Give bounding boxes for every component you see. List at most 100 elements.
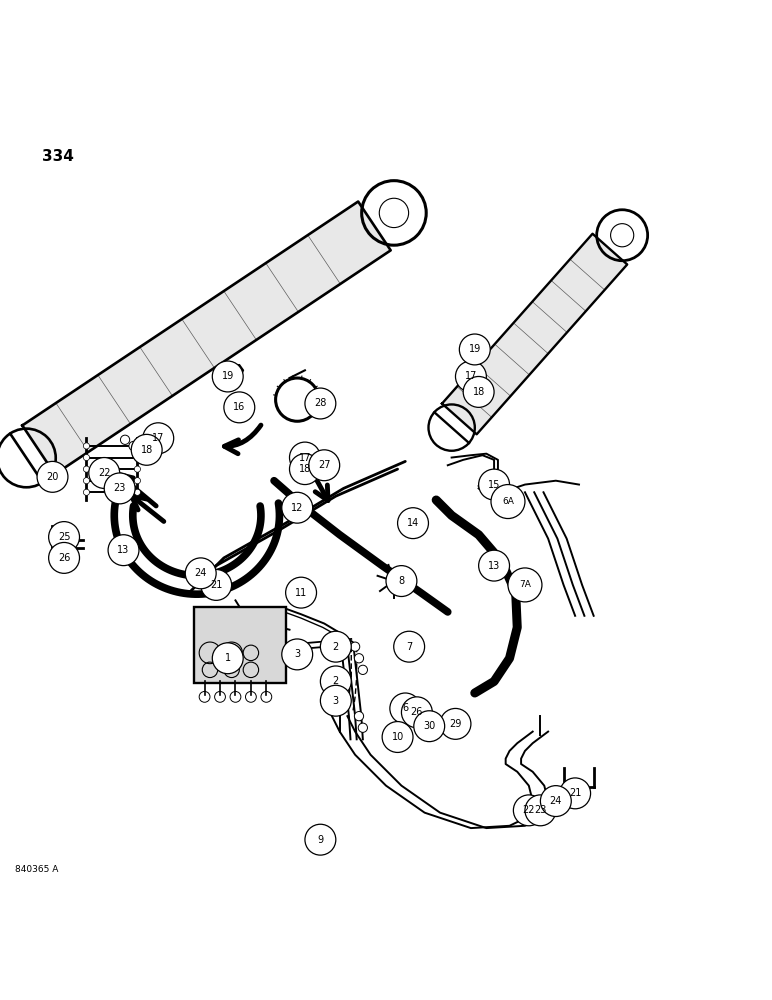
- Circle shape: [282, 639, 313, 670]
- Circle shape: [386, 566, 417, 596]
- Text: 17: 17: [152, 433, 164, 443]
- Circle shape: [134, 454, 141, 461]
- Circle shape: [474, 383, 483, 392]
- Circle shape: [513, 795, 544, 826]
- Circle shape: [479, 469, 510, 500]
- Circle shape: [56, 540, 64, 548]
- Circle shape: [49, 522, 80, 552]
- Circle shape: [425, 721, 435, 730]
- Circle shape: [440, 708, 471, 739]
- Text: 14: 14: [407, 518, 419, 528]
- Circle shape: [83, 454, 90, 461]
- Circle shape: [414, 711, 445, 742]
- Text: 6: 6: [402, 703, 408, 713]
- Text: 29: 29: [449, 719, 462, 729]
- Text: 10: 10: [391, 732, 404, 742]
- Text: 18: 18: [472, 387, 485, 397]
- Circle shape: [463, 376, 494, 407]
- Circle shape: [305, 388, 336, 419]
- Circle shape: [212, 361, 243, 392]
- Circle shape: [354, 712, 364, 721]
- Circle shape: [201, 569, 232, 600]
- Circle shape: [382, 722, 413, 752]
- Circle shape: [290, 442, 320, 473]
- Circle shape: [131, 434, 162, 465]
- Circle shape: [83, 489, 90, 495]
- Text: 21: 21: [210, 580, 222, 590]
- Text: 1: 1: [225, 653, 231, 663]
- Circle shape: [68, 540, 76, 548]
- Text: 26: 26: [411, 707, 423, 717]
- Text: 24: 24: [550, 796, 562, 806]
- Circle shape: [83, 443, 90, 449]
- Text: 25: 25: [58, 532, 70, 542]
- Text: 7A: 7A: [519, 580, 531, 589]
- Text: 7: 7: [406, 642, 412, 652]
- Text: 23: 23: [534, 805, 547, 815]
- Text: 2: 2: [333, 676, 339, 686]
- Text: 6A: 6A: [502, 497, 514, 506]
- Circle shape: [418, 719, 427, 729]
- Circle shape: [354, 654, 364, 663]
- Text: 17: 17: [299, 453, 311, 463]
- Text: 23: 23: [113, 483, 126, 493]
- Text: 8: 8: [398, 576, 405, 586]
- FancyBboxPatch shape: [194, 607, 286, 683]
- Text: 11: 11: [295, 588, 307, 598]
- Text: 20: 20: [46, 472, 59, 482]
- Circle shape: [282, 492, 313, 523]
- Text: 19: 19: [469, 344, 481, 354]
- Circle shape: [305, 824, 336, 855]
- Circle shape: [290, 454, 320, 485]
- Circle shape: [134, 478, 141, 484]
- Circle shape: [108, 535, 139, 566]
- Circle shape: [143, 423, 174, 454]
- Text: 26: 26: [58, 553, 70, 563]
- Circle shape: [137, 448, 146, 457]
- Circle shape: [398, 508, 428, 539]
- Circle shape: [185, 558, 216, 589]
- Text: 18: 18: [299, 464, 311, 474]
- Circle shape: [83, 478, 90, 484]
- Circle shape: [429, 731, 438, 740]
- Circle shape: [104, 473, 135, 504]
- Text: 30: 30: [423, 721, 435, 731]
- Circle shape: [320, 666, 351, 697]
- Circle shape: [224, 392, 255, 423]
- Circle shape: [89, 458, 120, 488]
- Text: 12: 12: [291, 503, 303, 513]
- Circle shape: [129, 441, 138, 451]
- Circle shape: [479, 550, 510, 581]
- Circle shape: [120, 435, 130, 444]
- Text: 28: 28: [314, 398, 327, 408]
- Text: 2: 2: [333, 642, 339, 652]
- Circle shape: [394, 631, 425, 662]
- Circle shape: [560, 778, 591, 809]
- Text: 17: 17: [465, 371, 477, 381]
- Circle shape: [412, 710, 422, 719]
- Circle shape: [459, 334, 490, 365]
- Circle shape: [320, 631, 351, 662]
- Circle shape: [455, 361, 486, 392]
- Text: 24: 24: [195, 568, 207, 578]
- Circle shape: [134, 443, 141, 449]
- Text: 22: 22: [98, 468, 110, 478]
- Circle shape: [482, 389, 491, 398]
- Circle shape: [350, 642, 360, 651]
- Circle shape: [286, 577, 317, 608]
- Circle shape: [212, 643, 243, 674]
- Circle shape: [49, 542, 80, 573]
- Text: 840365 A: 840365 A: [15, 865, 59, 874]
- Circle shape: [134, 466, 141, 472]
- Text: 3: 3: [294, 649, 300, 659]
- Text: 3: 3: [333, 696, 339, 706]
- Circle shape: [540, 786, 571, 817]
- Circle shape: [37, 461, 68, 492]
- Circle shape: [299, 461, 308, 470]
- Polygon shape: [442, 234, 627, 434]
- Circle shape: [83, 466, 90, 472]
- Text: 13: 13: [488, 561, 500, 571]
- Text: 334: 334: [42, 149, 74, 164]
- Circle shape: [309, 450, 340, 481]
- Circle shape: [401, 697, 432, 728]
